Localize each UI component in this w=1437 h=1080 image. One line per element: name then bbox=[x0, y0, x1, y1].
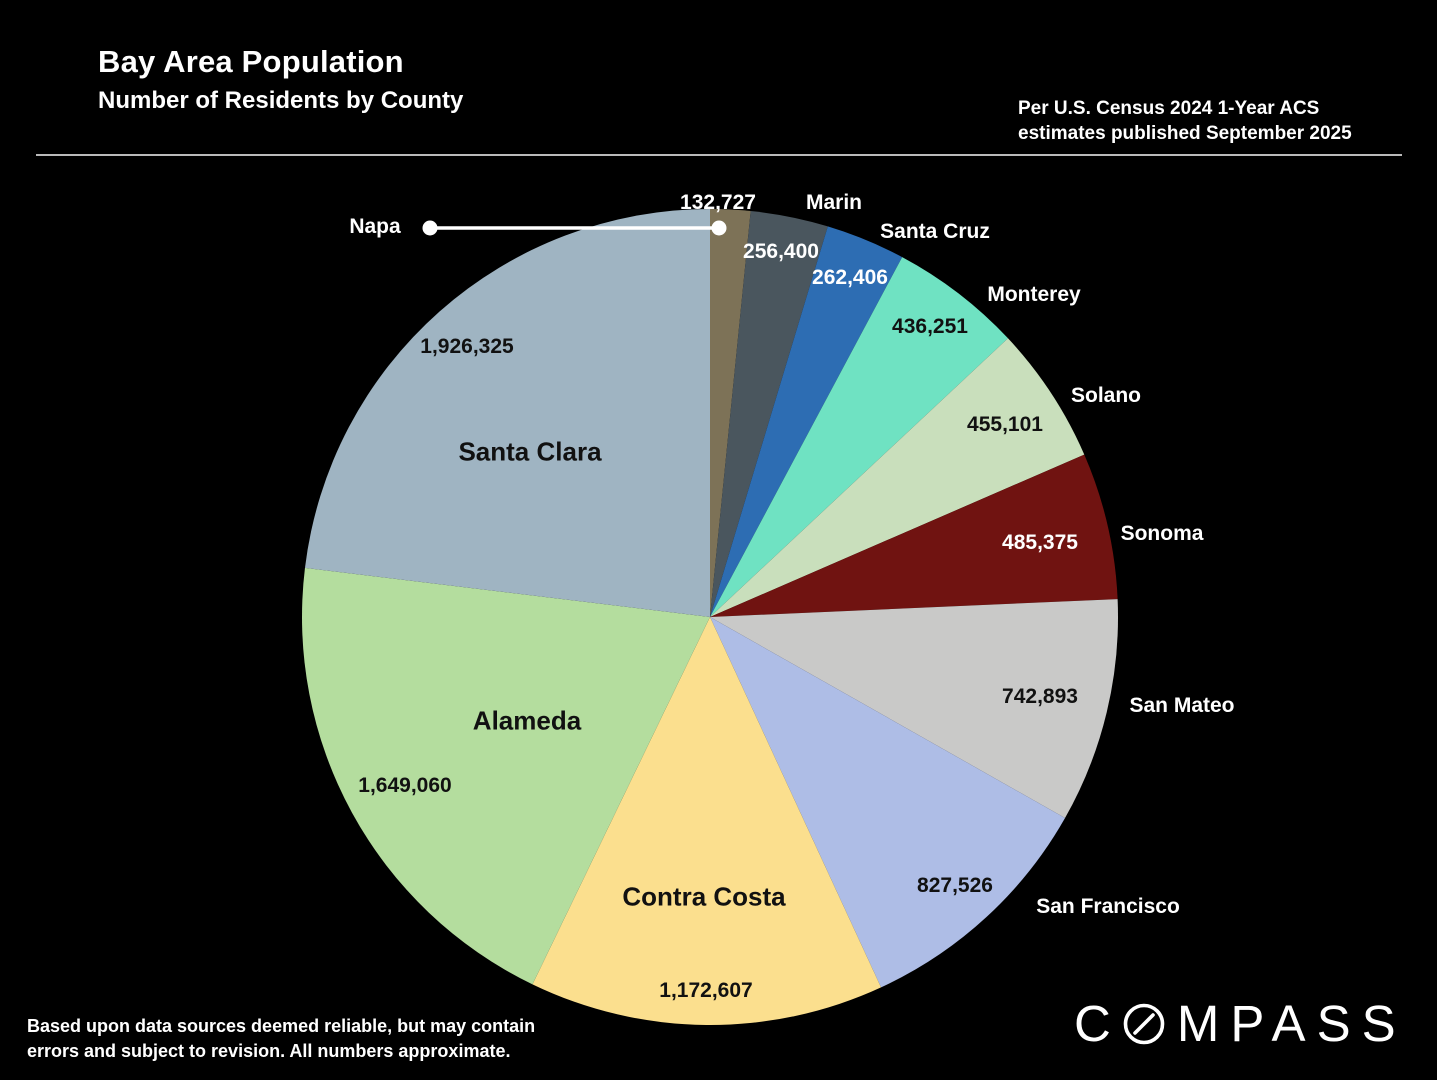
source-note: Per U.S. Census 2024 1-Year ACS estimate… bbox=[1018, 96, 1352, 146]
pie-slice-alameda bbox=[302, 567, 710, 985]
logo-letter-c: C bbox=[1074, 995, 1122, 1052]
compass-logo: C MPASS bbox=[1074, 994, 1407, 1053]
header-divider bbox=[36, 154, 1402, 156]
disclaimer: Based upon data sources deemed reliable,… bbox=[27, 1014, 535, 1064]
pie-slice-sonoma bbox=[710, 454, 1118, 617]
pie-slice-solano bbox=[710, 338, 1085, 617]
pie-slice-santa-cruz bbox=[710, 226, 903, 617]
page-subtitle: Number of Residents by County bbox=[98, 87, 464, 114]
source-note-line2: estimates published September 2025 bbox=[1018, 123, 1352, 144]
pie-slice-san-francisco bbox=[710, 617, 1066, 988]
pie-slice-napa bbox=[710, 209, 751, 617]
pie-slice-monterey bbox=[710, 257, 1008, 617]
page-title: Bay Area Population bbox=[98, 44, 404, 79]
disclaimer-line1: Based upon data sources deemed reliable,… bbox=[27, 1016, 536, 1036]
pie-slice-san-mateo bbox=[710, 599, 1119, 819]
pie-slice-santa-clara bbox=[304, 209, 710, 617]
source-note-line1: Per U.S. Census 2024 1-Year ACS bbox=[1018, 98, 1320, 119]
pie-slice-contra-costa bbox=[532, 617, 882, 1026]
leader-line-napa bbox=[422, 220, 727, 236]
compass-o-icon bbox=[1122, 1002, 1166, 1046]
pie-slice-marin bbox=[710, 211, 828, 617]
logo-letters-mpass: MPASS bbox=[1176, 995, 1407, 1052]
disclaimer-line2: errors and subject to revision. All numb… bbox=[27, 1041, 511, 1061]
